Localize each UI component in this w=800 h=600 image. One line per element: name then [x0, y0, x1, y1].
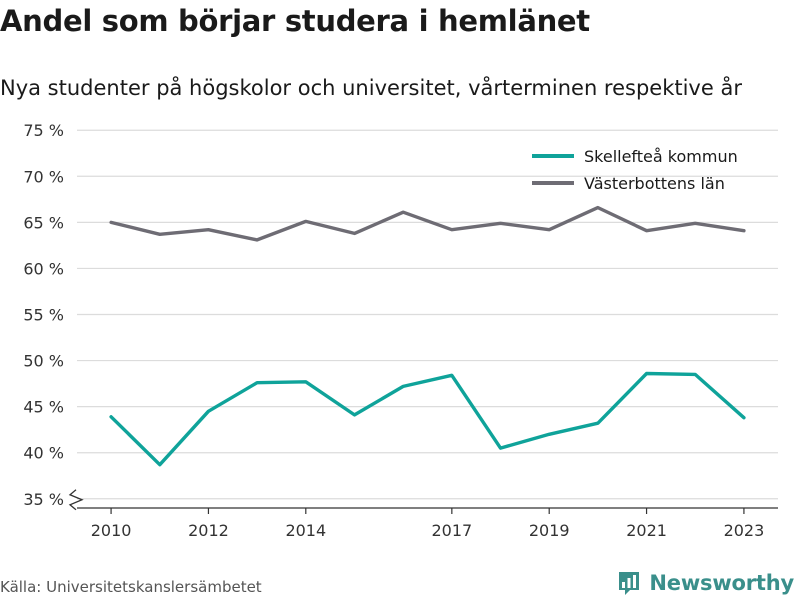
legend-label-2: Västerbottens län: [584, 174, 725, 193]
chart-subtitle: Nya studenter på högskolor och universit…: [0, 76, 742, 100]
bar-chart-logo-icon: [619, 572, 640, 595]
series-line-1: [109, 371, 746, 467]
y-tick-label: 55 %: [23, 306, 64, 325]
y-tick-label: 35 %: [23, 490, 64, 509]
y-tick-label: 75 %: [23, 121, 64, 140]
brand-name: Newsworthy: [649, 571, 794, 595]
x-tick-label: 2014: [285, 521, 326, 540]
brand-logo[interactable]: Newsworthy: [617, 569, 794, 597]
y-axis-break-icon: [68, 489, 84, 511]
y-tick-label: 45 %: [23, 398, 64, 417]
x-tick-label: 2012: [188, 521, 229, 540]
y-tick-label: 70 %: [23, 167, 64, 186]
legend-label-1: Skellefteå kommun: [584, 147, 738, 166]
y-tick-label: 60 %: [23, 259, 64, 278]
x-tick-label: 2023: [724, 521, 765, 540]
y-tick-label: 50 %: [23, 352, 64, 371]
y-tick-label: 40 %: [23, 444, 64, 463]
x-tick-label: 2021: [626, 521, 667, 540]
x-tick-label: 2019: [529, 521, 570, 540]
y-tick-label: 65 %: [23, 213, 64, 232]
source-note: Källa: Universitetskanslersämbetet: [0, 578, 262, 596]
chart-title: Andel som börjar studera i hemlänet: [0, 4, 590, 38]
x-tick-label: 2010: [91, 521, 132, 540]
line-chart: 35 % 40 % 45 % 50 % 55 % 60 % 65 % 70 % 75 % 2010…: [23, 121, 778, 540]
x-tick-label: 2017: [431, 521, 472, 540]
series-line-2: [109, 205, 746, 242]
